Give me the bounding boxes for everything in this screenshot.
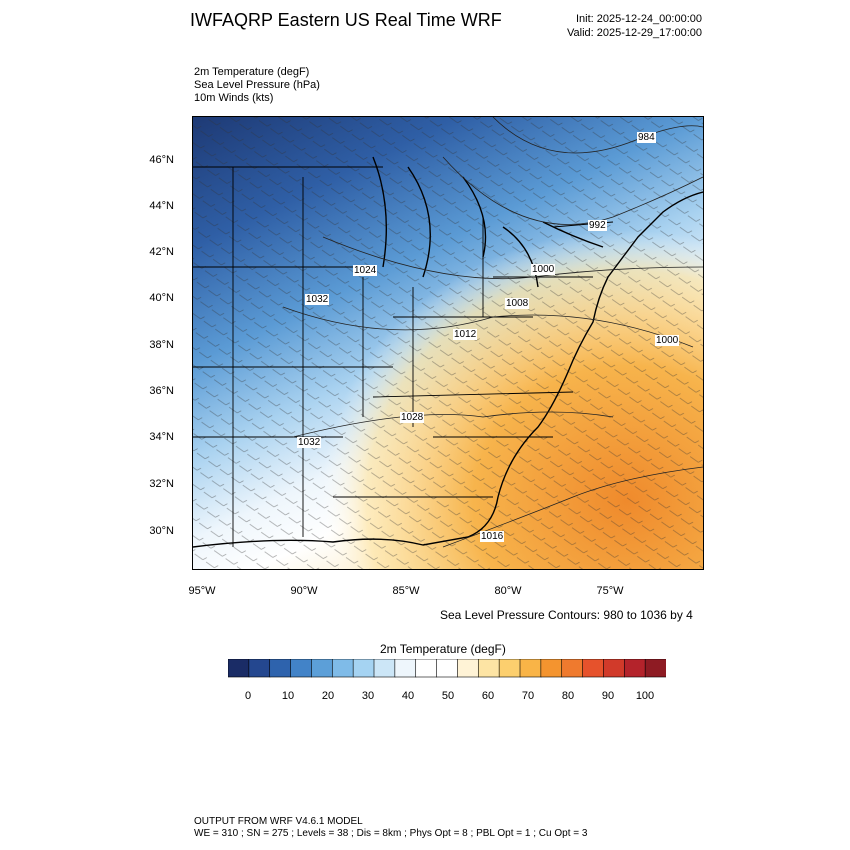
colorbar-swatch [373,659,396,678]
colorbar-swatch [477,659,500,678]
lat-label: 32°N [149,478,174,490]
colorbar-tick-label: 40 [401,690,415,702]
lat-label: 30°N [149,525,174,537]
map-canvas [193,117,703,569]
field-slp-label: Sea Level Pressure (hPa) [194,79,320,91]
contour-label: 1008 [505,298,530,309]
weather-map: 984 992 1000 1000 1008 1024 1032 1012 10… [192,116,704,570]
footer-config-line: WE = 310 ; SN = 275 ; Levels = 38 ; Dis … [194,828,588,839]
colorbar-swatch [331,659,354,678]
contour-label: 992 [588,220,607,231]
colorbar-swatch [290,659,313,678]
contour-label: 1024 [353,265,378,276]
contour-note: Sea Level Pressure Contours: 980 to 1036… [440,608,693,622]
field-temp-label: 2m Temperature (degF) [194,66,310,78]
pressure-contours [282,117,703,548]
state-borders [193,166,614,547]
contour-label: 984 [637,132,656,143]
lat-label: 34°N [149,431,174,443]
colorbar-swatch [311,659,333,678]
colorbar-swatch [352,659,375,678]
colorbar-swatch [582,659,605,678]
lat-label: 42°N [149,246,174,258]
colorbar-swatch [603,659,625,678]
contour-label: 1032 [305,294,330,305]
colorbar-swatch [519,659,542,678]
colorbar-swatch [561,659,584,678]
init-time: Init: 2025-12-24_00:00:00 [576,13,702,25]
page-title: IWFAQRP Eastern US Real Time WRF [190,10,502,30]
colorbar-tick-label: 80 [561,690,575,702]
colorbar-tick-label: 20 [321,690,335,702]
contour-label: 1032 [297,437,322,448]
lon-label: 85°W [392,585,420,597]
coastlines [193,156,703,548]
lon-label: 90°W [290,585,318,597]
colorbar [228,659,666,678]
colorbar-tick-label: 50 [441,690,455,702]
colorbar-swatch [436,659,459,678]
colorbar-tick-label: 70 [521,690,535,702]
colorbar-swatch [415,659,438,678]
wind-barbs [193,117,703,569]
colorbar-title: 2m Temperature (degF) [380,642,506,656]
colorbar-swatch [457,659,479,678]
lon-label: 75°W [596,585,624,597]
contour-label: 1028 [400,412,425,423]
colorbar-tick-label: 30 [361,690,375,702]
colorbar-tick-label: 100 [635,690,655,702]
colorbar-swatch [623,659,646,678]
field-wind-label: 10m Winds (kts) [194,92,274,104]
colorbar-tick-label: 60 [481,690,495,702]
colorbar-swatch [228,659,250,678]
lat-label: 40°N [149,292,174,304]
lon-label: 80°W [494,585,522,597]
lat-label: 36°N [149,385,174,397]
colorbar-tick-label: 10 [281,690,295,702]
colorbar-swatch [498,659,521,678]
footer-model-line: OUTPUT FROM WRF V4.6.1 MODEL [194,816,363,827]
colorbar-swatch [644,659,666,678]
contour-label: 1000 [531,264,556,275]
lat-label: 44°N [149,200,174,212]
contour-label: 1012 [453,329,478,340]
valid-time: Valid: 2025-12-29_17:00:00 [567,27,702,39]
contour-label: 1016 [480,531,505,542]
contour-label: 1000 [655,335,680,346]
colorbar-swatch [248,659,271,678]
colorbar-tick-label: 90 [601,690,615,702]
colorbar-tick-label: 0 [244,690,252,702]
lon-label: 95°W [188,585,216,597]
colorbar-swatch [540,659,563,678]
colorbar-swatch [269,659,292,678]
lat-label: 38°N [149,339,174,351]
lat-label: 46°N [149,154,174,166]
colorbar-swatch [394,659,417,678]
